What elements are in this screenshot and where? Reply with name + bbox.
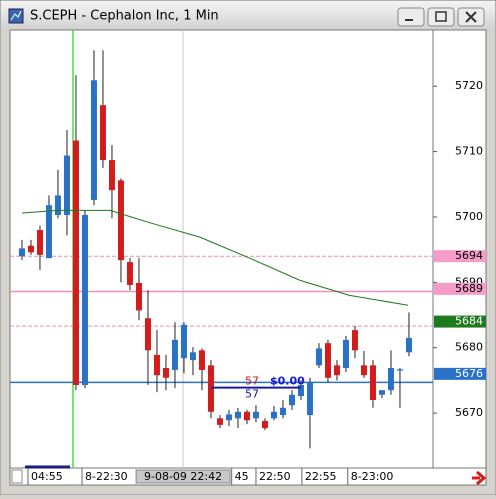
candle-body bbox=[261, 420, 268, 429]
candle-body bbox=[180, 324, 187, 359]
price-tag bbox=[434, 282, 486, 295]
maximize-button[interactable] bbox=[427, 7, 455, 27]
candle-body bbox=[288, 394, 295, 406]
candle-body bbox=[189, 352, 196, 361]
candle-body bbox=[270, 411, 277, 419]
candle-body bbox=[360, 365, 367, 376]
candle-body bbox=[126, 262, 133, 285]
candle-body bbox=[72, 140, 79, 385]
candle-body bbox=[378, 390, 385, 395]
close-button[interactable] bbox=[457, 7, 485, 27]
time-axis bbox=[9, 467, 487, 486]
candle-body bbox=[45, 205, 52, 259]
candle-body bbox=[27, 245, 34, 253]
candle-body bbox=[99, 105, 106, 161]
candle-body bbox=[90, 80, 97, 200]
candle-body bbox=[216, 418, 223, 425]
candle-body bbox=[351, 330, 358, 351]
minimize-button[interactable] bbox=[397, 7, 425, 27]
x-tick-label: 04:55 bbox=[31, 470, 63, 483]
candle-body bbox=[243, 411, 250, 421]
candle-body bbox=[306, 382, 313, 416]
scroll-box[interactable] bbox=[11, 469, 23, 484]
candle-body bbox=[36, 230, 43, 255]
candle-body bbox=[333, 365, 340, 376]
price-tag-label: 5694 bbox=[455, 249, 483, 262]
candle-body bbox=[144, 318, 151, 351]
candle-body bbox=[225, 414, 232, 421]
x-tick-label: 22:50 bbox=[259, 470, 291, 483]
candle-body bbox=[18, 248, 25, 257]
window-title: S.CEPH - Cephalon Inc, 1 Min bbox=[30, 9, 219, 24]
order-label: $0.00 bbox=[270, 375, 305, 388]
app-icon-glyph bbox=[10, 10, 22, 21]
candle-body bbox=[342, 339, 349, 368]
x-tick-label: 22:55 bbox=[305, 470, 337, 483]
candle-body bbox=[234, 411, 241, 419]
x-tick-label: 8-22:30 bbox=[85, 470, 128, 483]
candle-body bbox=[396, 369, 403, 371]
candle-body bbox=[297, 384, 304, 397]
candle-body bbox=[162, 367, 169, 378]
candle-body bbox=[153, 354, 160, 376]
cursor-label: 9-08-09 22:42 bbox=[144, 470, 222, 483]
candle-body bbox=[108, 160, 115, 191]
price-tag bbox=[434, 315, 486, 328]
candle-body bbox=[117, 180, 124, 261]
price-tag-label: 5676 bbox=[455, 367, 483, 380]
scroll-arrow[interactable] bbox=[472, 470, 487, 486]
price-tag bbox=[434, 367, 486, 380]
candle-body bbox=[198, 350, 205, 370]
candle-body bbox=[54, 195, 61, 216]
y-tick-label: 5700 bbox=[455, 210, 483, 223]
button-glyph bbox=[465, 11, 477, 23]
candle-body bbox=[324, 343, 331, 378]
candle-body bbox=[63, 155, 70, 216]
candle-body bbox=[279, 407, 286, 416]
moving-average bbox=[21, 209, 409, 306]
button-frame[interactable] bbox=[427, 7, 455, 27]
button-glyph bbox=[435, 11, 447, 22]
candle-body bbox=[171, 339, 178, 370]
app-icon bbox=[8, 8, 24, 24]
candle-body bbox=[405, 337, 412, 353]
y-tick-label: 5720 bbox=[455, 79, 483, 92]
candle-body bbox=[369, 365, 376, 401]
y-tick-label: 5680 bbox=[455, 341, 483, 354]
candle-body bbox=[252, 411, 259, 419]
price-tag bbox=[434, 250, 486, 263]
candle-body bbox=[81, 215, 88, 385]
candle-body bbox=[387, 367, 394, 391]
cursor-label-box bbox=[135, 469, 231, 484]
price-tag-label: 5689 bbox=[455, 282, 483, 295]
y-tick-label: 5670 bbox=[455, 406, 483, 419]
order-label: 57 bbox=[245, 388, 259, 401]
candle-body bbox=[135, 282, 142, 311]
candle-body bbox=[315, 348, 322, 366]
x-tick-label: 45 bbox=[235, 470, 249, 483]
y-tick-label: 5710 bbox=[455, 145, 483, 158]
button-frame[interactable] bbox=[397, 7, 425, 27]
order-label: 57 bbox=[245, 375, 259, 388]
x-tick-label: 8-23:00 bbox=[351, 470, 394, 483]
plot-area bbox=[9, 29, 434, 469]
price-tag-label: 5684 bbox=[455, 315, 483, 328]
